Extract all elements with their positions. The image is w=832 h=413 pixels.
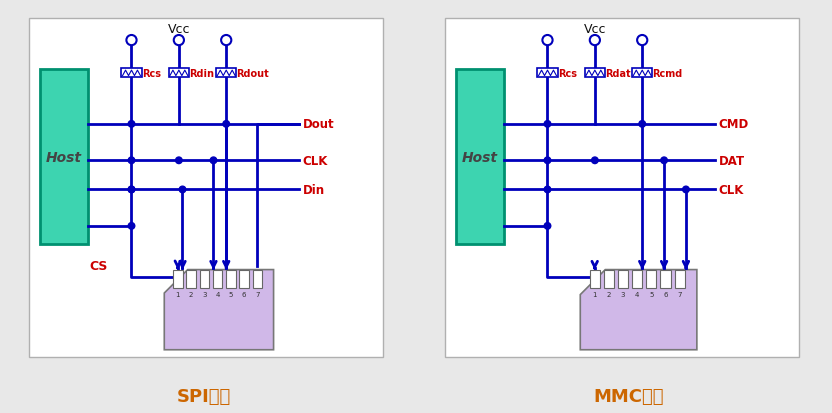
Circle shape	[682, 187, 689, 193]
Polygon shape	[164, 270, 274, 350]
Circle shape	[221, 36, 231, 46]
Bar	[618, 270, 628, 288]
Text: Din: Din	[303, 183, 324, 197]
Circle shape	[223, 121, 230, 128]
Bar	[632, 69, 652, 78]
Text: MMC模式: MMC模式	[593, 387, 663, 406]
Bar	[240, 270, 249, 288]
Text: Rcs: Rcs	[141, 69, 161, 78]
Circle shape	[544, 158, 551, 164]
Bar	[604, 270, 614, 288]
Text: 5: 5	[649, 291, 653, 297]
Circle shape	[210, 158, 217, 164]
Bar	[200, 270, 209, 288]
Text: 2: 2	[607, 291, 611, 297]
Text: Host: Host	[46, 150, 82, 164]
Circle shape	[126, 36, 136, 46]
Circle shape	[128, 121, 135, 128]
Circle shape	[128, 187, 135, 193]
Circle shape	[637, 36, 647, 46]
Bar	[590, 270, 600, 288]
Circle shape	[174, 36, 184, 46]
Text: Vcc: Vcc	[167, 23, 190, 36]
Text: 1: 1	[592, 291, 597, 297]
Text: CS: CS	[90, 260, 108, 273]
Bar	[226, 270, 235, 288]
Text: Rdat: Rdat	[605, 69, 631, 78]
Text: CMD: CMD	[719, 118, 749, 131]
Text: Vcc: Vcc	[583, 23, 606, 36]
Circle shape	[128, 223, 135, 230]
Bar	[173, 270, 182, 288]
Bar	[253, 270, 262, 288]
Bar	[41, 70, 87, 244]
Bar	[537, 69, 557, 78]
Text: SPI模式: SPI模式	[176, 387, 231, 406]
Text: DAT: DAT	[719, 154, 745, 167]
Bar	[646, 270, 656, 288]
Text: CLK: CLK	[719, 183, 744, 197]
Text: 7: 7	[255, 291, 260, 297]
Circle shape	[639, 121, 646, 128]
Circle shape	[590, 36, 600, 46]
Text: 4: 4	[635, 291, 639, 297]
Text: Rdout: Rdout	[236, 69, 270, 78]
Bar	[213, 270, 222, 288]
Circle shape	[179, 187, 186, 193]
Polygon shape	[580, 270, 697, 350]
Circle shape	[128, 187, 135, 193]
Text: Rcmd: Rcmd	[652, 69, 683, 78]
Text: 3: 3	[202, 291, 206, 297]
Bar	[457, 70, 503, 244]
Text: 7: 7	[677, 291, 682, 297]
Circle shape	[544, 187, 551, 193]
Circle shape	[542, 36, 552, 46]
Bar	[632, 270, 642, 288]
Bar	[216, 69, 236, 78]
Bar	[186, 270, 196, 288]
Bar	[661, 270, 671, 288]
Text: 4: 4	[215, 291, 220, 297]
Text: Rdin: Rdin	[189, 69, 214, 78]
Text: Host: Host	[462, 150, 498, 164]
Circle shape	[544, 223, 551, 230]
Text: 5: 5	[229, 291, 233, 297]
Text: Rcs: Rcs	[557, 69, 577, 78]
Text: CLK: CLK	[303, 154, 328, 167]
Bar	[675, 270, 685, 288]
Circle shape	[544, 121, 551, 128]
Bar	[121, 69, 141, 78]
Text: 1: 1	[176, 291, 180, 297]
Bar	[585, 69, 605, 78]
Circle shape	[592, 158, 598, 164]
Text: Dout: Dout	[303, 118, 334, 131]
Circle shape	[128, 158, 135, 164]
Circle shape	[661, 158, 667, 164]
Text: 3: 3	[621, 291, 626, 297]
Text: 6: 6	[663, 291, 668, 297]
Circle shape	[176, 158, 182, 164]
Bar	[169, 69, 189, 78]
Text: 6: 6	[242, 291, 246, 297]
Text: 2: 2	[189, 291, 193, 297]
